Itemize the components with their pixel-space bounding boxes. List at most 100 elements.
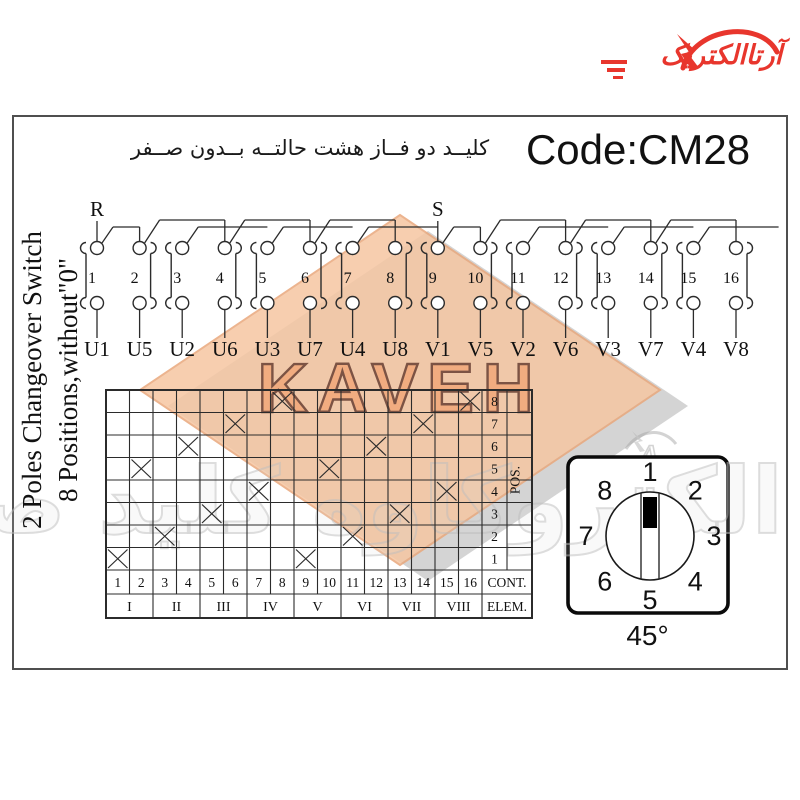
position-row-label: 4 — [491, 484, 498, 499]
side-description-label: 2 Poles Changeover Switch 8 Positions,wi… — [14, 210, 90, 550]
element-roman-label: I — [127, 600, 132, 615]
svg-text:11: 11 — [510, 270, 525, 287]
element-roman-label: VII — [402, 600, 422, 615]
closed-contact-mark — [366, 436, 387, 456]
contact-column-number: 12 — [370, 575, 384, 590]
contact-element-12: 12 V6 — [553, 240, 583, 361]
contact-element-14: 14 V7 — [638, 240, 668, 361]
svg-text:15: 15 — [680, 270, 696, 287]
pos-axis-label: POS. — [508, 466, 523, 494]
svg-text:10: 10 — [467, 270, 483, 287]
elem-label: ELEM. — [487, 599, 527, 614]
svg-text:2: 2 — [131, 270, 139, 287]
closed-contact-mark — [131, 459, 152, 479]
terminal-label: V1 — [425, 337, 451, 361]
element-roman-label: VI — [357, 600, 372, 615]
closed-contact-mark — [389, 504, 410, 524]
side-label-line2: 8 Positions,without"0" — [53, 257, 83, 503]
knob-position-number: 5 — [642, 585, 657, 615]
terminal-label: V8 — [723, 337, 749, 361]
contact-element-5: 5 U3 — [250, 240, 281, 361]
contact-column-number: 8 — [279, 575, 286, 590]
position-row-label: 3 — [491, 507, 498, 522]
svg-text:14: 14 — [638, 270, 654, 287]
position-row-label: 1 — [491, 552, 498, 567]
svg-text:12: 12 — [553, 270, 569, 287]
closed-contact-mark — [295, 549, 316, 569]
svg-text:9: 9 — [429, 270, 437, 287]
contact-element-8: 8 U8 — [382, 240, 413, 361]
svg-text:1: 1 — [88, 270, 96, 287]
closed-contact-mark — [154, 526, 175, 546]
element-roman-label: V — [312, 600, 322, 615]
terminal-label: U3 — [255, 337, 281, 361]
closed-contact-mark — [319, 459, 340, 479]
contact-element-16: 16 V8 — [723, 240, 754, 361]
position-row-label: 2 — [491, 529, 498, 544]
contact-column-number: 16 — [464, 575, 478, 590]
closed-contact-mark — [342, 526, 363, 546]
contact-element-1: 1 U1 — [79, 240, 110, 361]
terminal-label: U6 — [212, 337, 238, 361]
contact-column-number: 1 — [114, 575, 121, 590]
phase-label: S — [432, 197, 444, 221]
knob-position-number: 3 — [706, 521, 721, 551]
brand-logo: آرتاالکتریک — [595, 10, 790, 90]
contact-column-number: 6 — [232, 575, 239, 590]
contact-element-11: 11 V2 — [505, 240, 536, 361]
cont-label: CONT. — [487, 575, 526, 590]
contact-element-6: 6 U7 — [297, 240, 328, 361]
knob-position-number: 4 — [688, 566, 703, 596]
closed-contact-mark — [248, 481, 269, 501]
closed-contact-mark — [201, 504, 222, 524]
knob-position-number: 7 — [578, 521, 593, 551]
terminal-label: U4 — [340, 337, 366, 361]
element-roman-label: II — [172, 600, 182, 615]
svg-text:13: 13 — [595, 270, 611, 287]
contact-element-4: 4 U6 — [212, 240, 242, 361]
terminal-label: V7 — [638, 337, 664, 361]
knob-indicator — [643, 497, 657, 528]
svg-text:5: 5 — [258, 270, 266, 287]
contact-column-number: 5 — [208, 575, 215, 590]
contact-element-7: 7 U4 — [335, 240, 366, 361]
contact-element-15: 15 V4 — [676, 240, 707, 361]
knob-position-number: 8 — [597, 476, 612, 506]
product-title-farsi: کلیــد دو فــاز هشت حالتــه بــدون صــفر — [130, 136, 490, 160]
position-row-label: 7 — [491, 417, 498, 432]
svg-text:3: 3 — [173, 270, 181, 287]
terminal-label: V2 — [510, 337, 536, 361]
contact-column-number: 11 — [346, 575, 359, 590]
kaveh-watermark-text: KAVEH — [258, 349, 543, 427]
closed-contact-mark — [272, 391, 293, 411]
closed-contact-mark — [178, 436, 199, 456]
contact-element-13: 13 V3 — [591, 240, 621, 361]
phase-label: R — [90, 197, 104, 221]
terminal-label: U1 — [84, 337, 110, 361]
closed-contact-mark — [436, 481, 457, 501]
terminal-label: U5 — [127, 337, 153, 361]
terminal-label: U7 — [297, 337, 323, 361]
contact-column-number: 13 — [393, 575, 407, 590]
element-roman-label: IV — [263, 600, 278, 615]
logo-swoosh-icon — [601, 29, 780, 79]
step-angle-label: 45° — [626, 620, 669, 651]
terminal-label: V4 — [681, 337, 707, 361]
side-label-line1: 2 Poles Changeover Switch — [17, 231, 47, 529]
contact-column-number: 9 — [302, 575, 309, 590]
contact-column-number: 10 — [323, 575, 337, 590]
terminal-label: V3 — [595, 337, 621, 361]
contact-column-number: 14 — [417, 575, 431, 590]
contact-column-number: 3 — [161, 575, 168, 590]
closed-contact-mark — [225, 414, 246, 434]
closed-contact-mark — [107, 549, 128, 569]
contact-element-9: 9 V1 — [420, 240, 451, 361]
element-roman-label: III — [217, 600, 231, 615]
terminal-label: U2 — [169, 337, 195, 361]
element-roman-label: VIII — [446, 600, 470, 615]
product-code: Code:CM28 — [525, 126, 751, 173]
page-frame — [12, 115, 788, 670]
